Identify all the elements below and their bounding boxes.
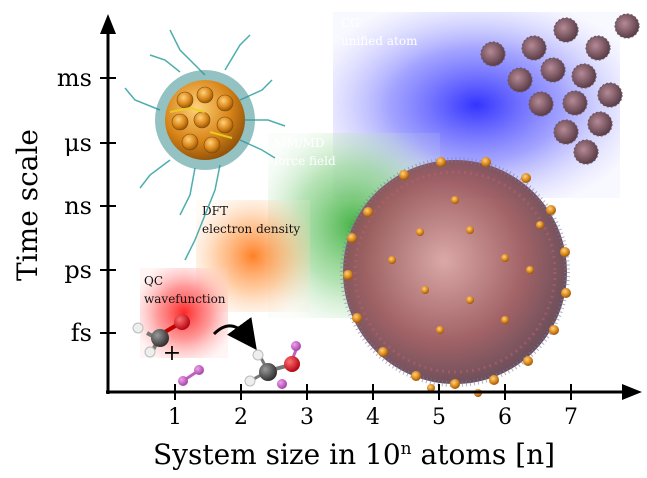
x-axis-label-main: System size in 10 — [153, 438, 401, 471]
y-tick-label: μs — [64, 129, 92, 157]
coarse-grained-particles-image — [480, 13, 640, 165]
x-tick-label: 7 — [564, 405, 578, 430]
reaction-arrow — [212, 317, 257, 351]
x-tick-label: 1 — [168, 405, 182, 430]
x-tick-label: 5 — [432, 405, 446, 430]
y-tick-marks — [100, 77, 116, 334]
x-axis-label-unit: atoms [n] — [412, 438, 555, 471]
y-axis-arrowhead — [100, 14, 116, 34]
x-tick-labels: 1 2 3 4 5 6 7 — [168, 405, 578, 430]
x-tick-label: 6 — [498, 405, 512, 430]
y-tick-label: ms — [57, 64, 92, 92]
qc-sublabel: wavefunction — [144, 292, 226, 306]
x-tick-label: 2 — [234, 405, 248, 430]
nanoparticle-assembly-image — [340, 157, 571, 397]
x-axis-arrowhead — [622, 384, 642, 400]
y-tick-labels: ms μs ns ps fs — [57, 64, 92, 347]
plus-sign: + — [163, 341, 181, 366]
aldehyde-molecule — [132, 314, 190, 358]
mm-sublabel: force field — [274, 154, 336, 168]
dft-sublabel: electron density — [202, 222, 300, 236]
y-tick-label: fs — [71, 319, 92, 347]
qc-label: QC — [144, 274, 163, 288]
y-tick-label: ps — [64, 256, 92, 284]
y-tick-label: ns — [64, 192, 92, 220]
x-tick-label: 3 — [300, 405, 314, 430]
x-tick-marks — [174, 384, 572, 400]
mm-label: MM/MD — [274, 136, 325, 150]
h2-molecule — [178, 365, 204, 386]
x-tick-label: 4 — [366, 405, 380, 430]
reaction-molecules: + — [132, 314, 301, 389]
alcohol-molecule — [244, 341, 301, 389]
qc-region: QC wavefunction — [140, 268, 228, 358]
y-axis-label: Time scale — [11, 129, 44, 281]
gold-nanoparticle-image — [124, 29, 286, 261]
axes: ms μs ns ps fs 1 2 3 4 5 6 7 Time scale … — [11, 14, 642, 471]
cg-label: CG — [341, 16, 360, 30]
x-axis-label-exponent: n — [401, 439, 412, 459]
x-axis-label: System size in 10n atoms [n] — [153, 438, 555, 471]
cg-sublabel: unified atom — [341, 34, 418, 48]
